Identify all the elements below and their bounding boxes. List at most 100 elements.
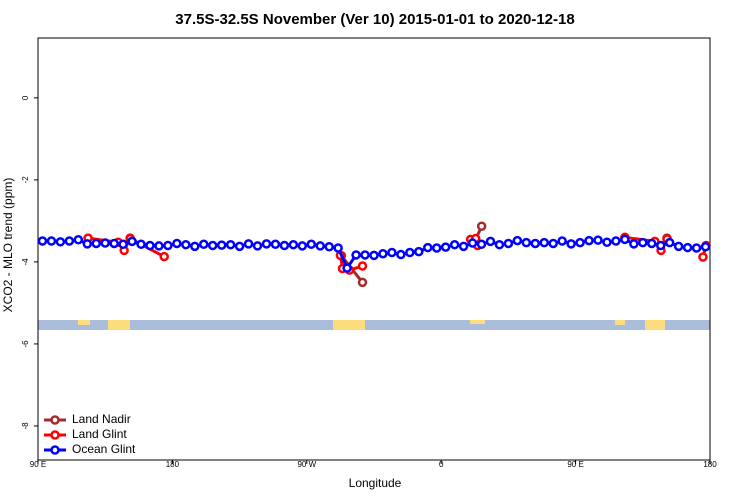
point <box>297 241 308 251</box>
legend-marker <box>50 430 60 440</box>
point <box>566 239 576 249</box>
point <box>602 237 612 247</box>
point <box>37 236 48 246</box>
x-tick-label: 180 <box>703 460 717 469</box>
point <box>593 235 603 245</box>
point <box>431 243 442 253</box>
legend-label: Ocean Glint <box>72 442 136 456</box>
point <box>357 277 368 288</box>
point <box>698 252 708 262</box>
point <box>539 237 549 248</box>
legend-marker <box>50 445 60 455</box>
point <box>55 237 66 247</box>
y-tick-label: 0 <box>21 95 30 100</box>
point <box>638 237 648 248</box>
point <box>279 240 290 251</box>
point <box>485 236 496 247</box>
map-strip <box>38 320 710 330</box>
y-tick-label: -4 <box>21 258 30 266</box>
point <box>136 239 146 250</box>
point <box>378 248 388 259</box>
x-tick-label: 90 W <box>297 460 316 469</box>
point <box>503 238 514 249</box>
point <box>458 241 469 252</box>
point <box>530 238 541 249</box>
y-tick-label: -2 <box>21 176 30 184</box>
point <box>109 238 119 249</box>
point <box>548 238 558 249</box>
point <box>387 247 397 258</box>
point <box>423 242 433 253</box>
point <box>127 236 137 247</box>
point <box>512 235 523 246</box>
point <box>181 239 191 250</box>
point <box>342 263 352 273</box>
point <box>655 240 666 251</box>
point <box>225 239 236 250</box>
point <box>396 249 406 260</box>
point <box>159 251 169 262</box>
point <box>324 241 334 252</box>
point <box>234 241 245 252</box>
point <box>467 238 478 248</box>
point <box>172 238 182 249</box>
point <box>449 239 460 250</box>
point <box>288 239 299 250</box>
point <box>261 239 272 249</box>
point <box>145 240 155 251</box>
point <box>306 239 317 250</box>
point <box>270 239 281 250</box>
point <box>154 241 164 251</box>
point <box>64 236 75 246</box>
point <box>207 240 218 251</box>
point <box>163 240 173 251</box>
point <box>647 238 657 249</box>
y-axis-label: XCO2 - MLO trend (ppm) <box>1 178 15 313</box>
point <box>252 241 263 251</box>
point <box>360 250 370 260</box>
point <box>682 242 693 253</box>
point <box>333 243 343 253</box>
point <box>243 239 254 249</box>
point <box>521 237 532 248</box>
x-tick-label: 0 <box>439 460 444 469</box>
point <box>216 240 227 250</box>
point <box>611 236 621 246</box>
point <box>673 241 684 252</box>
point <box>199 239 209 250</box>
point <box>494 239 505 250</box>
point <box>557 236 567 246</box>
point <box>351 250 361 260</box>
x-tick-label: 180 <box>166 460 180 469</box>
point <box>82 239 93 249</box>
point <box>46 236 57 246</box>
point <box>414 246 424 257</box>
point <box>73 235 84 245</box>
x-axis-label: Longitude <box>349 476 402 490</box>
point <box>315 241 325 251</box>
point <box>440 242 451 252</box>
point <box>118 239 128 250</box>
point <box>629 239 639 249</box>
point <box>691 243 702 253</box>
y-tick-label: -8 <box>21 422 30 430</box>
y-tick-label: -6 <box>21 340 30 348</box>
chart-title: 37.5S-32.5S November (Ver 10) 2015-01-01… <box>175 11 574 28</box>
point <box>369 250 379 261</box>
plot-frame <box>37 37 711 461</box>
legend-label: Land Glint <box>72 427 127 441</box>
x-tick-label: 90 E <box>30 460 46 469</box>
point <box>575 237 585 248</box>
point <box>620 234 630 245</box>
point <box>405 247 415 258</box>
point <box>190 241 200 252</box>
point <box>476 221 487 231</box>
point <box>664 237 675 248</box>
point <box>91 238 101 249</box>
point <box>584 235 594 246</box>
point <box>100 238 110 248</box>
point <box>700 241 711 252</box>
point <box>357 261 368 271</box>
point <box>476 239 487 250</box>
